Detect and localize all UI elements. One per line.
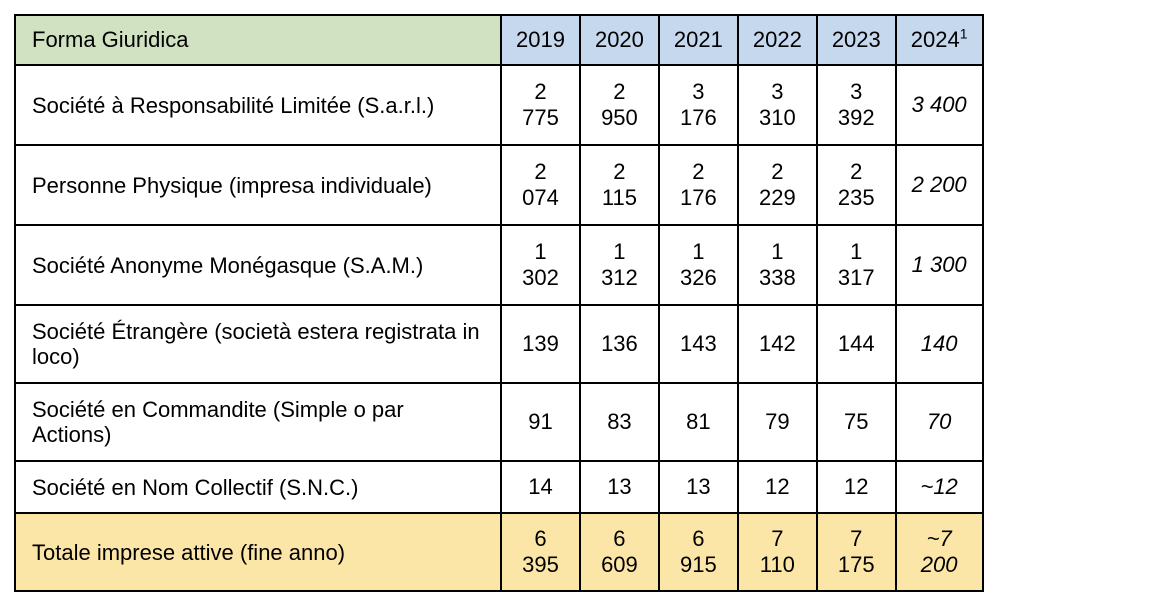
cell-value: 3 392 — [815, 64, 897, 146]
cell-value: 81 — [657, 382, 739, 462]
cell-value-estimate: 140 — [894, 304, 984, 384]
table-row: Société Anonyme Monégasque (S.A.M.) 1 30… — [14, 224, 984, 306]
cell-value: 75 — [815, 382, 897, 462]
cell-value: 143 — [657, 304, 739, 384]
table-row: Société en Commandite (Simple o par Acti… — [14, 382, 984, 462]
cell-value: 13 — [578, 460, 660, 514]
table-row: Société Étrangère (società estera regist… — [14, 304, 984, 384]
cell-value: 2 235 — [815, 144, 897, 226]
cell-value: 79 — [736, 382, 818, 462]
cell-value: 136 — [578, 304, 660, 384]
companies-by-legal-form-table: Forma Giuridica 2019 2020 2021 2022 2023… — [14, 14, 984, 592]
total-label: Totale imprese attive (fine anno) — [14, 512, 502, 592]
cell-value: 12 — [736, 460, 818, 514]
row-label: Société Anonyme Monégasque (S.A.M.) — [14, 224, 502, 306]
cell-value: 1 326 — [657, 224, 739, 306]
total-value: 6 609 — [578, 512, 660, 592]
cell-value: 3 310 — [736, 64, 818, 146]
cell-value: 2 775 — [500, 64, 581, 146]
cell-value: 1 317 — [815, 224, 897, 306]
cell-value: 2 074 — [500, 144, 581, 226]
cell-value: 3 176 — [657, 64, 739, 146]
cell-value-estimate: 1 300 — [894, 224, 984, 306]
header-year-2023: 2023 — [815, 14, 897, 66]
total-value: 6 395 — [500, 512, 581, 592]
cell-value-estimate: 2 200 — [894, 144, 984, 226]
total-value: 7 175 — [815, 512, 897, 592]
cell-value: 1 338 — [736, 224, 818, 306]
cell-value: 91 — [500, 382, 581, 462]
row-label: Société en Nom Collectif (S.N.C.) — [14, 460, 502, 514]
header-year-2020: 2020 — [578, 14, 660, 66]
cell-value: 139 — [500, 304, 581, 384]
cell-value: 144 — [815, 304, 897, 384]
total-row: Totale imprese attive (fine anno) 6 395 … — [14, 512, 984, 592]
header-year-2021: 2021 — [657, 14, 739, 66]
cell-value-estimate: 3 400 — [894, 64, 984, 146]
cell-value: 2 950 — [578, 64, 660, 146]
header-legal-form: Forma Giuridica — [14, 14, 502, 66]
header-year-2024: 20241 — [894, 14, 984, 66]
cell-value: 83 — [578, 382, 660, 462]
cell-value: 1 302 — [500, 224, 581, 306]
companies-table-wrapper: Forma Giuridica 2019 2020 2021 2022 2023… — [14, 14, 984, 592]
row-label: Société à Responsabilité Limitée (S.a.r.… — [14, 64, 502, 146]
cell-value: 14 — [500, 460, 581, 514]
cell-value: 2 176 — [657, 144, 739, 226]
table-row: Société en Nom Collectif (S.N.C.) 14 13 … — [14, 460, 984, 514]
cell-value-estimate: ~12 — [894, 460, 984, 514]
cell-value: 13 — [657, 460, 739, 514]
footnote-marker: 1 — [959, 25, 968, 42]
header-year-2019: 2019 — [500, 14, 581, 66]
table-row: Société à Responsabilité Limitée (S.a.r.… — [14, 64, 984, 146]
cell-value: 2 229 — [736, 144, 818, 226]
cell-value: 2 115 — [578, 144, 660, 226]
cell-value: 12 — [815, 460, 897, 514]
header-year-2024-text: 2024 — [910, 27, 960, 52]
total-value: 7 110 — [736, 512, 818, 592]
row-label: Personne Physique (impresa individuale) — [14, 144, 502, 226]
cell-value: 1 312 — [578, 224, 660, 306]
total-value: 6 915 — [657, 512, 739, 592]
header-year-2022: 2022 — [736, 14, 818, 66]
row-label: Société en Commandite (Simple o par Acti… — [14, 382, 502, 462]
total-value-estimate: ~7 200 — [894, 512, 984, 592]
table-row: Personne Physique (impresa individuale) … — [14, 144, 984, 226]
row-label: Société Étrangère (società estera regist… — [14, 304, 502, 384]
cell-value: 142 — [736, 304, 818, 384]
cell-value-estimate: 70 — [894, 382, 984, 462]
header-row: Forma Giuridica 2019 2020 2021 2022 2023… — [14, 14, 984, 66]
